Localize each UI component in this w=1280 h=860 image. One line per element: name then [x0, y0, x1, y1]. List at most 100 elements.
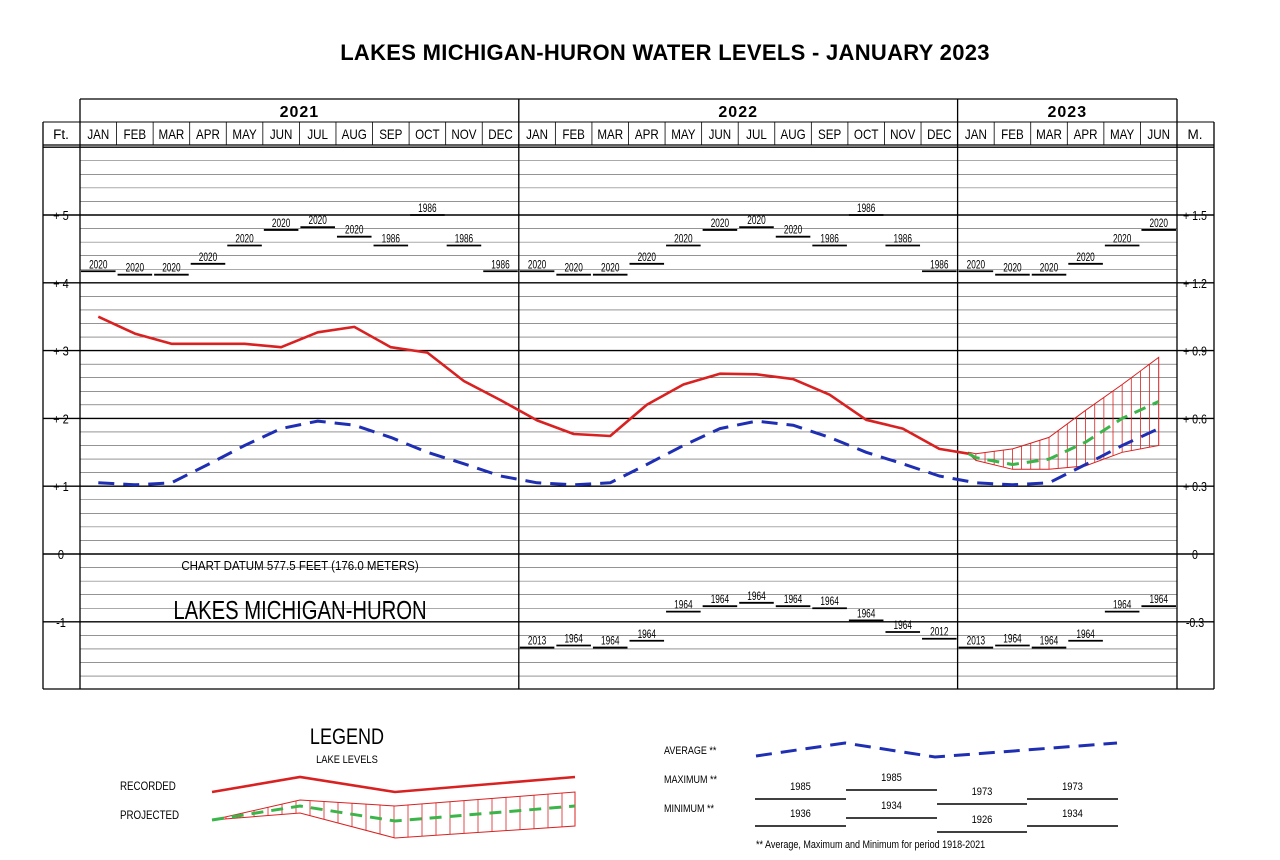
- legend-maximum-label: MAXIMUM **: [664, 774, 717, 786]
- left-tick-label: + 5: [53, 208, 69, 223]
- legend: LEGEND LAKE LEVELS RECORDED PROJECTED AVERAG…: [120, 725, 1118, 851]
- max-record-year: 2020: [784, 225, 803, 238]
- max-record-year: 2020: [126, 262, 145, 275]
- month-label: OCT: [415, 127, 440, 142]
- right-tick-label: + 0.6: [1183, 411, 1207, 426]
- month-label: AUG: [780, 127, 805, 142]
- min-record-year: 1964: [1076, 629, 1095, 642]
- month-label: JAN: [87, 127, 109, 142]
- max-record-year: 1986: [894, 233, 913, 246]
- max-record-year: 2020: [89, 259, 108, 272]
- legend-min-year: 1934: [1062, 808, 1083, 820]
- right-axis-unit: M.: [1188, 127, 1203, 142]
- projected-series-line: [967, 400, 1160, 466]
- month-header: 2021 2022 2023 JAN FEB MAR APR MAY JUN JUL AUG SEP O…: [53, 104, 1202, 142]
- min-record-year: 1964: [747, 591, 766, 604]
- chart-labels: CHART DATUM 577.5 FEET (176.0 METERS) LA…: [173, 559, 426, 625]
- year-label: 2021: [280, 104, 320, 121]
- month-label: MAY: [1110, 127, 1135, 142]
- year-label: 2022: [718, 104, 758, 121]
- max-record-year: 2020: [601, 262, 620, 275]
- min-record-year: 1964: [857, 608, 876, 621]
- left-tick-label: + 1: [53, 479, 69, 494]
- month-label: OCT: [854, 127, 879, 142]
- max-record-year: 2020: [1150, 218, 1169, 231]
- min-record-year: 1964: [674, 599, 693, 612]
- month-label: APR: [635, 127, 659, 142]
- min-record-year: 1964: [711, 594, 730, 607]
- max-record-year: 2020: [345, 225, 364, 238]
- min-record-year: 1964: [1040, 635, 1059, 648]
- min-record-year: 1964: [1003, 633, 1022, 646]
- record-marks: 2020 2020 2020 2020 2020 2020 2020 2020 1986 1986…: [81, 203, 1176, 649]
- min-record-year: 1964: [894, 620, 913, 633]
- month-label: JUN: [1147, 127, 1170, 142]
- month-label: SEP: [818, 127, 841, 142]
- chart-datum-label: CHART DATUM 577.5 FEET (176.0 METERS): [181, 559, 418, 574]
- left-tick-label: 0: [58, 547, 64, 562]
- legend-title: LEGEND: [310, 725, 384, 749]
- left-axis-unit: Ft.: [53, 127, 69, 142]
- max-record-year: 2020: [1113, 233, 1132, 246]
- year-label: 2023: [1048, 104, 1088, 121]
- min-record-year: 1964: [1113, 599, 1132, 612]
- legend-max-year: 1973: [1062, 781, 1083, 793]
- legend-average-line: [755, 741, 1118, 759]
- month-label: MAY: [671, 127, 696, 142]
- left-tick-label: + 2: [53, 412, 69, 427]
- month-label: FEB: [562, 127, 585, 142]
- left-tick-label: + 4: [53, 276, 69, 291]
- month-label: NOV: [890, 127, 916, 142]
- max-record-year: 2020: [638, 252, 657, 265]
- legend-recorded-line: [211, 775, 576, 794]
- legend-max-year: 1973: [972, 786, 993, 798]
- month-label: JAN: [526, 127, 548, 142]
- legend-max-year: 1985: [881, 772, 902, 784]
- max-record-year: 1986: [455, 233, 474, 246]
- month-label: NOV: [451, 127, 477, 142]
- right-tick-label: + 1.2: [1183, 276, 1207, 291]
- month-label: JUN: [709, 127, 732, 142]
- max-record-year: 2020: [1040, 262, 1059, 275]
- month-label: JUN: [270, 127, 293, 142]
- month-label: JAN: [965, 127, 987, 142]
- min-record-year: 2013: [528, 635, 547, 648]
- min-record-year: 1964: [820, 596, 839, 609]
- min-record-year: 2012: [930, 627, 949, 640]
- right-tick-label: + 0.9: [1183, 344, 1207, 359]
- average-series-line: [98, 419, 1160, 487]
- max-record-year: 2020: [272, 218, 291, 231]
- max-record-year: 1986: [491, 259, 510, 272]
- month-label: MAY: [232, 127, 257, 142]
- chart-title: LAKES MICHIGAN-HURON WATER LEVELS - JANU…: [340, 40, 990, 65]
- legend-min-year: 1934: [881, 800, 902, 812]
- max-record-year: 1986: [382, 233, 401, 246]
- axes: + 5 + 4 + 3 + 2 + 1 0 -1 + 1.5 + 1.2 + 0.9 + 0.6 + …: [53, 208, 1207, 630]
- left-tick-label: -1: [56, 615, 66, 630]
- min-record-year: 1964: [564, 633, 583, 646]
- legend-footnote: ** Average, Maximum and Minimum for peri…: [756, 839, 986, 851]
- month-label: APR: [1074, 127, 1098, 142]
- legend-projected-label: PROJECTED: [120, 809, 179, 822]
- legend-min-year: 1926: [972, 814, 993, 826]
- max-record-year: 2020: [967, 259, 986, 272]
- month-label: MAR: [597, 127, 623, 142]
- min-record-year: 2013: [967, 635, 986, 648]
- month-label: MAR: [1036, 127, 1062, 142]
- max-record-year: 1986: [930, 259, 949, 272]
- projected-envelope: [968, 356, 1160, 470]
- month-label: APR: [196, 127, 220, 142]
- month-label: FEB: [124, 127, 147, 142]
- legend-minimum-label: MINIMUM **: [664, 803, 714, 815]
- max-record-year: 2020: [162, 262, 181, 275]
- max-record-year: 2020: [564, 262, 583, 275]
- max-record-year: 1986: [418, 203, 437, 216]
- legend-max-year: 1985: [790, 781, 811, 793]
- legend-projected-envelope: [211, 791, 576, 839]
- max-record-year: 2020: [528, 259, 547, 272]
- lake-name-label: LAKES MICHIGAN-HURON: [173, 596, 426, 625]
- max-record-year: 2020: [199, 252, 218, 265]
- right-tick-label: 0: [1192, 547, 1198, 562]
- month-label: SEP: [379, 127, 402, 142]
